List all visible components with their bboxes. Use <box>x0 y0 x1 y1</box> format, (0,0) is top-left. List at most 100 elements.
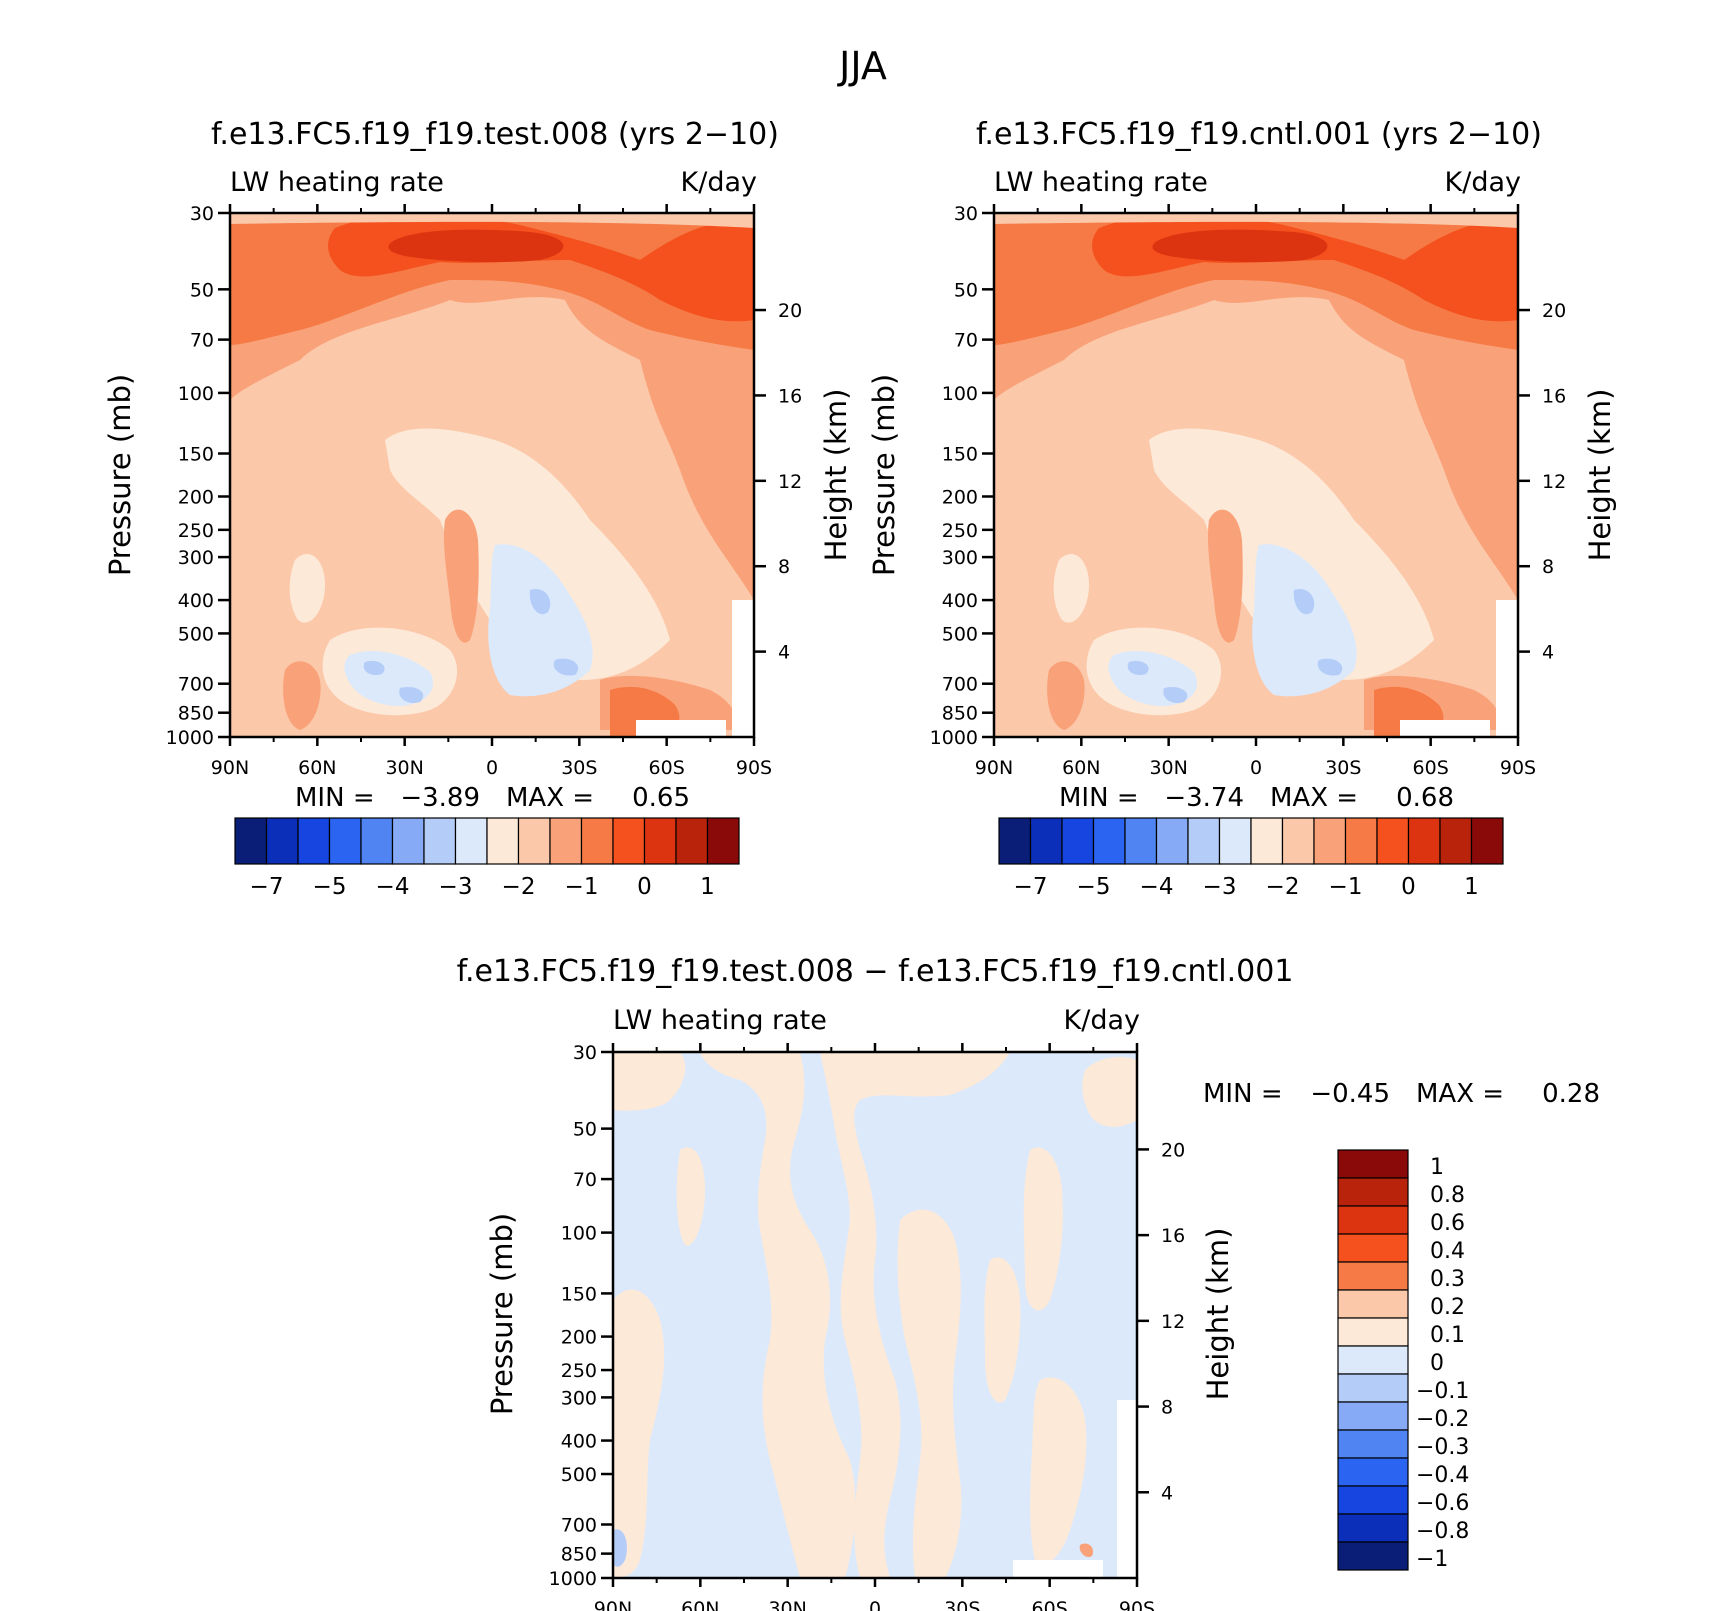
x-tick-label: 30N <box>768 1598 806 1611</box>
colorbar-box <box>517 817 551 865</box>
y-tick-label: 100 <box>942 383 978 405</box>
x-tick-label: 30N <box>385 757 423 779</box>
y-tick-label: 150 <box>942 444 978 466</box>
colorbar-box <box>998 817 1032 865</box>
x-tick-label: 90S <box>1119 1598 1155 1611</box>
min-label: MIN = <box>1203 1079 1283 1109</box>
y-axis-label: Pressure (mb) <box>867 374 901 576</box>
max-value: 0.68 <box>1396 783 1454 813</box>
colorbar-label: −4 <box>376 874 410 900</box>
y-tick-label: 70 <box>190 330 214 352</box>
colorbar-box <box>1470 817 1504 865</box>
x-tick-label: 60S <box>1032 1598 1068 1611</box>
axes: 90N 60N 30N 0 30S 60S 90S 30 50 70 100 150 200 250 300… <box>549 1042 1186 1611</box>
colorbar-box <box>1337 1345 1409 1375</box>
x-tick-label: 30S <box>1325 757 1361 779</box>
y-axis-label: Pressure (mb) <box>485 1213 519 1415</box>
y-tick-label: 700 <box>561 1514 597 1536</box>
colorbar-label: −1 <box>565 874 599 900</box>
x-tick-label: 60N <box>681 1598 719 1611</box>
x-tick-label: 30N <box>1149 757 1187 779</box>
contour-field <box>613 1052 1137 1578</box>
colorbar-box <box>1337 1261 1409 1291</box>
y-axis-label: Pressure (mb) <box>103 374 137 576</box>
y-right-tick-label: 16 <box>778 385 802 407</box>
colorbar-box <box>265 817 299 865</box>
colorbar-box <box>486 817 520 865</box>
colorbar-box <box>1029 817 1063 865</box>
y-tick-label: 50 <box>190 279 214 301</box>
y-tick-label: 50 <box>954 279 978 301</box>
x-tick-label: 30S <box>561 757 597 779</box>
y-right-tick-label: 20 <box>778 300 802 322</box>
y-tick-label: 500 <box>561 1464 597 1486</box>
y-tick-label: 700 <box>178 674 214 696</box>
y-tick-label: 30 <box>190 203 214 225</box>
colorbar-box <box>454 817 488 865</box>
colorbar-label: 0.8 <box>1430 1183 1465 1208</box>
contour-field <box>994 213 1518 737</box>
y-tick-label: 1000 <box>930 727 978 749</box>
colorbar-box <box>360 817 394 865</box>
y-tick-label: 70 <box>954 330 978 352</box>
colorbar-label: −0.2 <box>1416 1407 1469 1432</box>
x-tick-label: 60N <box>298 757 336 779</box>
colorbar-box <box>1337 1541 1409 1571</box>
panel-difference: f.e13.FC5.f19_f19.test.008 − f.e13.FC5.f… <box>457 954 1600 1611</box>
y-tick-label: 250 <box>561 1360 597 1382</box>
panel-test: f.e13.FC5.f19_f19.test.008 (yrs 2−10) LW… <box>103 117 853 900</box>
colorbar-label: −1 <box>1416 1547 1448 1572</box>
y-tick-label: 150 <box>561 1283 597 1305</box>
colorbar-box <box>1092 817 1126 865</box>
x-tick-label: 60S <box>1413 757 1449 779</box>
min-label: MIN = <box>295 783 375 813</box>
panel-title: f.e13.FC5.f19_f19.test.008 − f.e13.FC5.f… <box>457 954 1294 989</box>
y-tick-label: 300 <box>561 1387 597 1409</box>
figure-title: JJA <box>837 44 887 88</box>
y-right-tick-label: 4 <box>1161 1482 1173 1504</box>
panel-control: f.e13.FC5.f19_f19.cntl.001 (yrs 2−10) LW… <box>867 117 1617 900</box>
y-tick-label: 150 <box>178 444 214 466</box>
colorbar-box <box>391 817 425 865</box>
y-tick-label: 300 <box>178 547 214 569</box>
y-tick-label: 700 <box>942 674 978 696</box>
y-tick-label: 250 <box>942 520 978 542</box>
y-axis-label-right: Height (km) <box>1583 389 1617 562</box>
colorbar-label: −3 <box>439 874 473 900</box>
y-axis-label-right: Height (km) <box>1201 1228 1235 1401</box>
y-tick-label: 100 <box>178 383 214 405</box>
y-right-tick-label: 12 <box>1542 471 1566 493</box>
max-label: MAX = <box>1416 1079 1504 1109</box>
colorbar-box <box>675 817 709 865</box>
colorbar-label: 0 <box>1430 1351 1444 1376</box>
colorbar: −7 −5 −4 −3 −2 −1 0 1 <box>998 817 1504 900</box>
colorbar-label: −0.8 <box>1416 1519 1469 1544</box>
max-label: MAX = <box>506 783 594 813</box>
y-right-tick-label: 16 <box>1542 385 1566 407</box>
colorbar-box <box>1061 817 1095 865</box>
y-tick-label: 1000 <box>166 727 214 749</box>
x-tick-label: 60N <box>1062 757 1100 779</box>
colorbar-box <box>328 817 362 865</box>
y-tick-label: 30 <box>573 1042 597 1064</box>
y-tick-label: 200 <box>942 486 978 508</box>
colorbar-label: −0.6 <box>1416 1491 1469 1516</box>
colorbar-box <box>643 817 677 865</box>
colorbar-box <box>1155 817 1189 865</box>
y-right-tick-label: 8 <box>778 556 790 578</box>
y-tick-label: 200 <box>178 486 214 508</box>
left-string: LW heating rate <box>230 167 444 198</box>
colorbar-label: 0.6 <box>1430 1211 1465 1236</box>
y-tick-label: 400 <box>178 590 214 612</box>
colorbar-box <box>549 817 583 865</box>
y-right-tick-label: 12 <box>778 471 802 493</box>
x-tick-label: 30S <box>944 1598 980 1611</box>
y-tick-label: 200 <box>561 1327 597 1349</box>
min-value: −3.89 <box>400 783 480 813</box>
colorbar-label: −4 <box>1140 874 1174 900</box>
colorbar-box <box>1187 817 1221 865</box>
colorbar-label: −7 <box>250 874 284 900</box>
colorbar-label: −0.1 <box>1416 1379 1469 1404</box>
colorbar-box <box>1344 817 1378 865</box>
colorbar-label: 0.4 <box>1430 1239 1465 1264</box>
